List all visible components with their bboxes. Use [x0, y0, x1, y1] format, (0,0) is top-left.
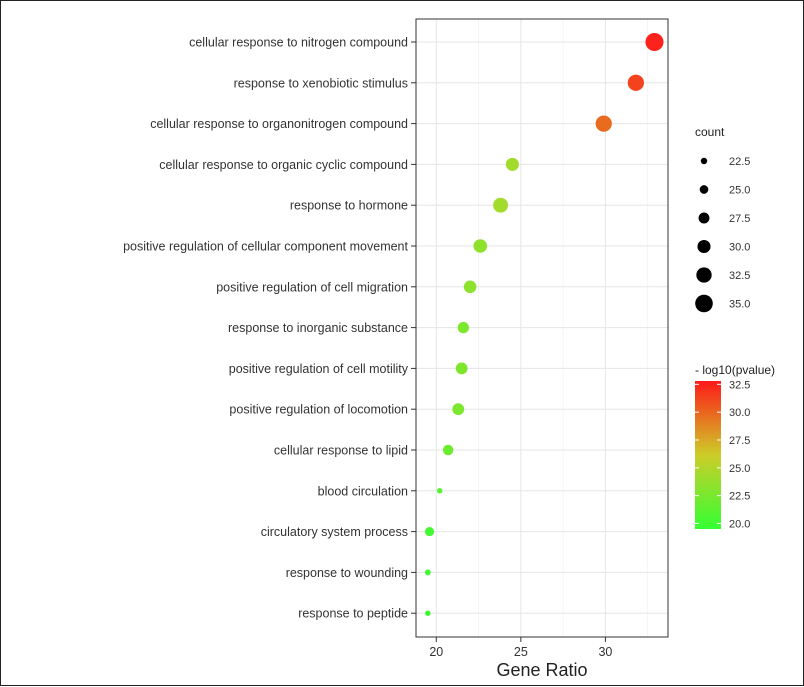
size-legend-dot — [700, 157, 708, 165]
size-legend-dot — [695, 294, 713, 313]
color-bar — [695, 381, 721, 529]
size-legend-dot — [698, 212, 710, 224]
color-legend-label: 25.0 — [729, 463, 750, 475]
term-label: positive regulation of cell motility — [229, 362, 409, 376]
term-label: cellular response to organonitrogen comp… — [150, 117, 408, 131]
term-label: blood circulation — [318, 484, 408, 498]
term-labels: cellular response to nitrogen compound re… — [123, 36, 416, 621]
plot-panel-border — [415, 18, 669, 638]
term-label: response to wounding — [286, 566, 408, 580]
x-tick-label: 25 — [514, 645, 528, 659]
term-label: positive regulation of cell migration — [216, 280, 408, 294]
term-label: positive regulation of cellular componen… — [123, 240, 408, 254]
size-legend-title: count — [695, 125, 725, 139]
data-point — [627, 74, 644, 91]
size-legend-label: 22.5 — [729, 156, 750, 168]
color-legend-label: 32.5 — [729, 379, 750, 391]
data-point — [645, 32, 664, 52]
color-legend-ticks: 20.0 22.5 25.0 27.5 30.0 32.5 — [695, 379, 750, 530]
data-point — [424, 527, 435, 537]
size-legend-dot — [696, 267, 712, 283]
term-label: response to hormone — [290, 199, 408, 213]
data-point — [493, 197, 509, 213]
legend: count 22.5 25.0 27.5 30.0 32.5 35.0 - log10(p… — [695, 125, 775, 530]
term-label: cellular response to nitrogen compound — [189, 36, 408, 50]
data-point — [463, 280, 477, 294]
data-point — [457, 321, 470, 334]
term-label: circulatory system process — [261, 525, 408, 539]
size-legend-dot — [697, 239, 711, 254]
data-point — [505, 157, 519, 171]
term-label: positive regulation of locomotion — [229, 403, 408, 417]
data-point — [442, 444, 454, 456]
data-point — [595, 115, 612, 132]
data-point — [436, 488, 443, 494]
term-label: response to xenobiotic stimulus — [234, 76, 408, 90]
size-legend-label: 25.0 — [729, 185, 750, 197]
data-point — [455, 362, 468, 375]
x-axis: 20 25 30 — [429, 637, 612, 659]
color-legend-label: 22.5 — [729, 491, 750, 503]
term-label: cellular response to lipid — [274, 444, 408, 458]
data-point — [425, 610, 431, 616]
size-legend: 22.5 25.0 27.5 30.0 32.5 35.0 — [695, 156, 750, 313]
x-axis-title: Gene Ratio — [496, 660, 587, 680]
x-tick-label: 20 — [429, 645, 443, 659]
color-legend-label: 27.5 — [729, 435, 750, 447]
color-legend-title: - log10(pvalue) — [695, 363, 775, 377]
data-points — [424, 32, 664, 616]
data-point — [452, 403, 465, 416]
size-legend-label: 35.0 — [729, 299, 750, 311]
size-legend-label: 32.5 — [729, 270, 750, 282]
term-label: cellular response to organic cyclic comp… — [159, 158, 408, 172]
data-point — [473, 239, 488, 253]
term-label: response to peptide — [298, 607, 408, 621]
data-point — [424, 569, 431, 576]
x-tick-label: 30 — [598, 645, 612, 659]
size-legend-label: 30.0 — [729, 242, 750, 254]
size-legend-label: 27.5 — [729, 213, 750, 225]
color-legend-label: 20.0 — [729, 518, 750, 530]
term-label: response to inorganic substance — [228, 321, 408, 335]
size-legend-dot — [699, 185, 709, 194]
color-legend-label: 30.0 — [729, 407, 750, 419]
